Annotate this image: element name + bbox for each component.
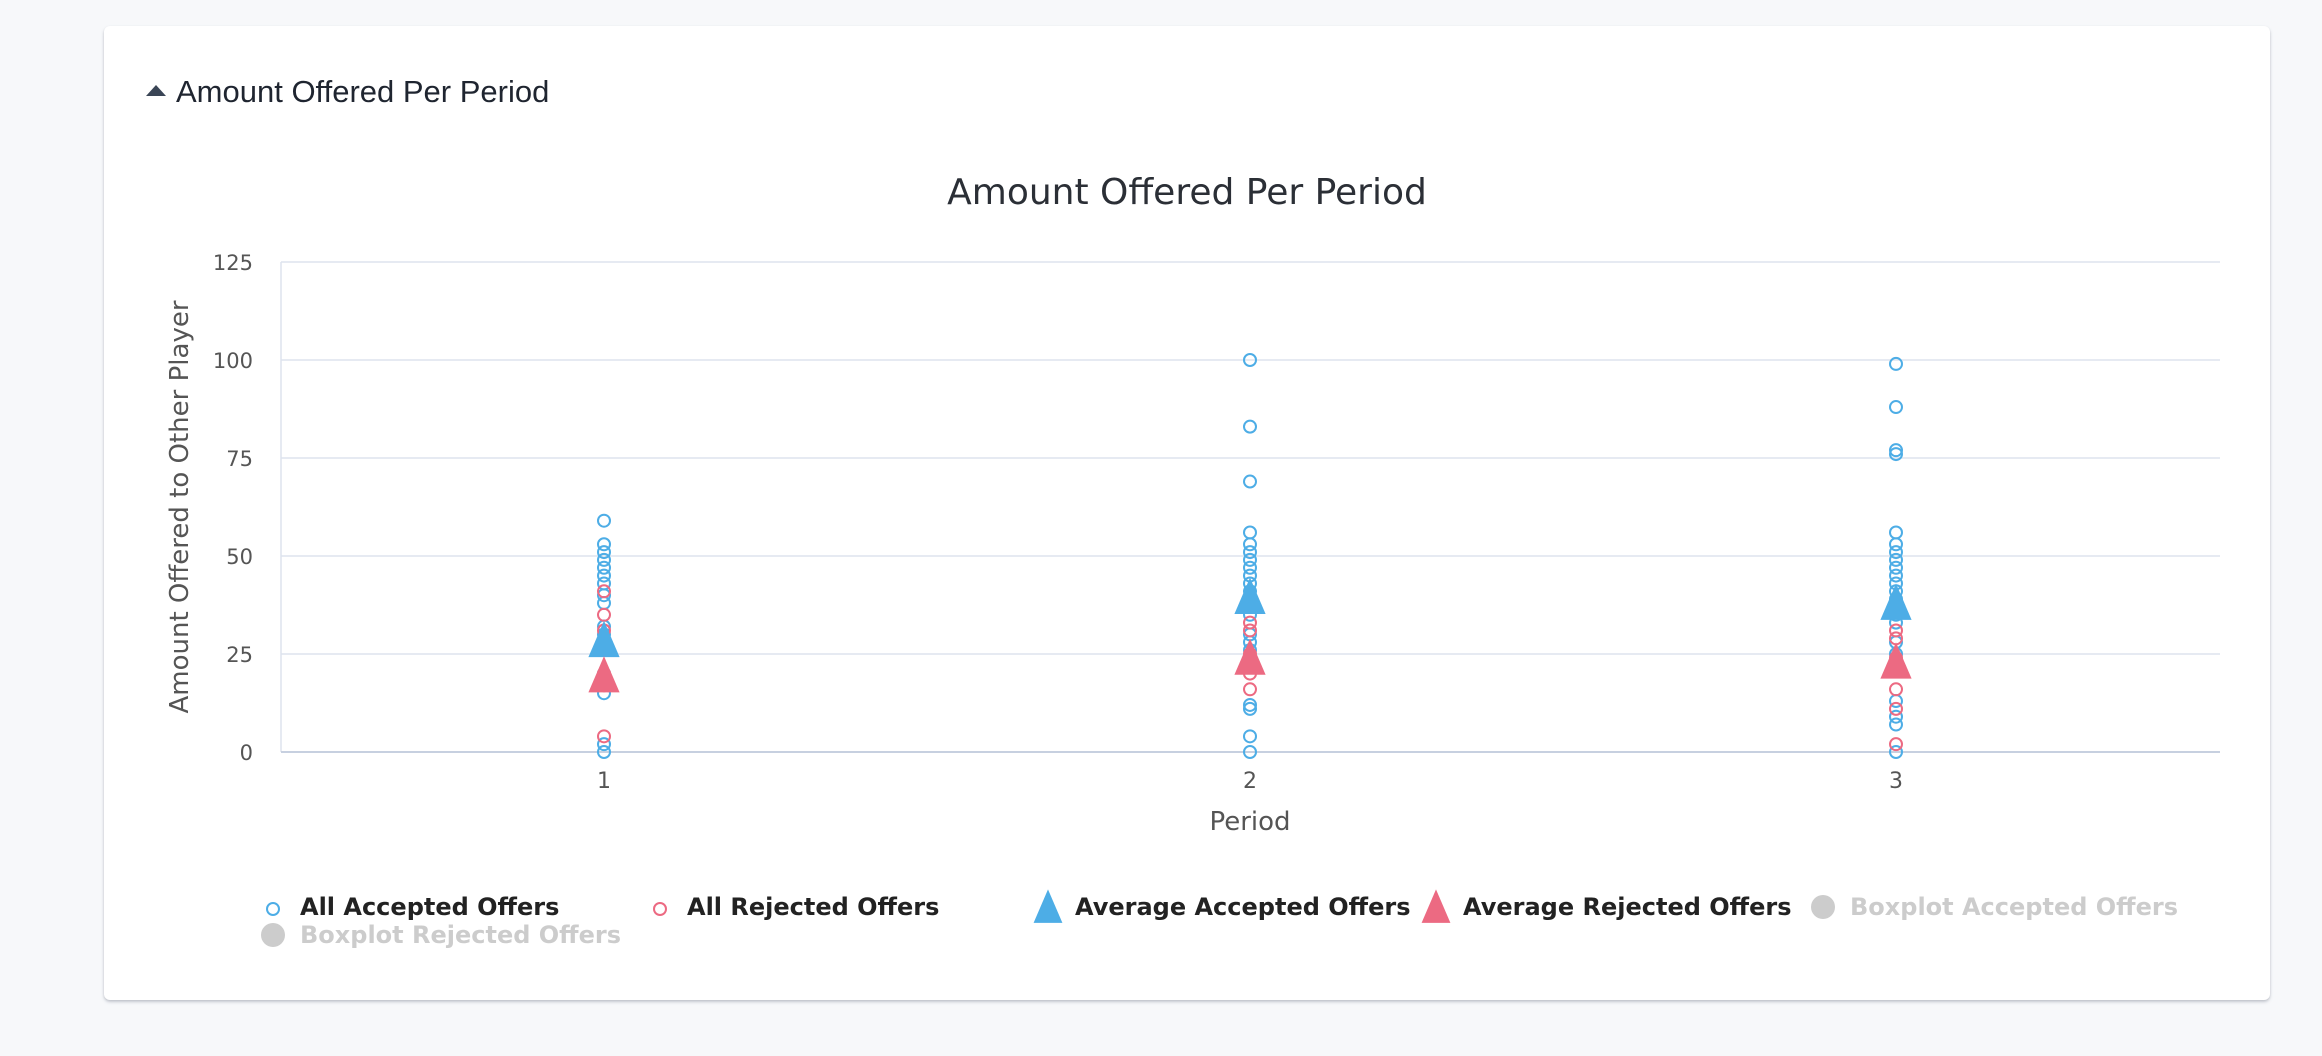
- average-marker: [588, 656, 620, 693]
- legend-item[interactable]: Boxplot Rejected Offers: [261, 921, 621, 949]
- data-point: [1889, 717, 1903, 732]
- data-point: [1889, 701, 1903, 716]
- legend-symbol: [653, 902, 667, 916]
- legend-item[interactable]: All Accepted Offers: [266, 893, 559, 921]
- data-point: [1243, 552, 1257, 567]
- legend-symbol: [1033, 889, 1063, 923]
- data-point: [597, 588, 611, 603]
- data-point: [1889, 737, 1903, 752]
- y-tick-label: 50: [226, 545, 253, 569]
- data-point: [1889, 552, 1903, 567]
- chart-svg: Amount Offered Per Period 0255075100125 …: [165, 172, 2220, 949]
- data-point: [597, 607, 611, 622]
- y-tick-label: 125: [213, 251, 253, 275]
- data-point: [1889, 568, 1903, 583]
- legend-label: Average Accepted Offers: [1075, 893, 1411, 921]
- data-point: [597, 584, 611, 599]
- y-tick-label: 0: [240, 741, 253, 765]
- x-tick-label: 2: [1243, 769, 1257, 794]
- data-point: [1889, 682, 1903, 697]
- y-tick-label: 100: [213, 349, 253, 373]
- legend-item[interactable]: Boxplot Accepted Offers: [1811, 893, 2178, 921]
- x-tick-label: 1: [597, 769, 611, 794]
- data-point: [597, 596, 611, 611]
- legend-label: Boxplot Rejected Offers: [300, 921, 621, 949]
- x-axis-label: Period: [1209, 807, 1290, 837]
- data-point: [1889, 356, 1903, 371]
- legend-symbol: [261, 923, 285, 947]
- panel-title: Amount Offered Per Period: [176, 74, 550, 109]
- legend-symbol: [1421, 889, 1451, 923]
- data-point: [1243, 419, 1257, 434]
- data-point: [1889, 745, 1903, 759]
- panel-collapse-toggle[interactable]: Amount Offered Per Period: [146, 74, 549, 110]
- x-tick-label: 3: [1889, 769, 1903, 794]
- y-tick-label: 25: [226, 643, 253, 667]
- legend-symbol: [266, 902, 280, 916]
- x-axis-ticks: 1 2 3: [597, 769, 1903, 794]
- average-marker: [1234, 577, 1266, 614]
- data-point: [597, 552, 611, 567]
- data-point: [597, 745, 611, 759]
- data-point: [1889, 443, 1903, 458]
- data-point: [597, 513, 611, 528]
- y-axis-ticks: 0 25 50 75 100 125: [213, 251, 253, 765]
- data-point: [1243, 697, 1257, 712]
- plot-area: [588, 353, 1912, 759]
- data-point: [1889, 709, 1903, 724]
- series-group: [588, 577, 1912, 658]
- data-point: [597, 545, 611, 560]
- y-axis-label: Amount Offered to Other Player: [165, 300, 195, 713]
- data-point: [597, 729, 611, 744]
- series-group: [588, 638, 1912, 693]
- data-point: [597, 568, 611, 583]
- legend-item[interactable]: Average Accepted Offers: [1033, 889, 1411, 923]
- data-point: [1889, 537, 1903, 552]
- data-point: [597, 560, 611, 575]
- average-marker: [1234, 638, 1266, 675]
- legend-label: Boxplot Accepted Offers: [1850, 893, 2178, 921]
- data-point: [1243, 745, 1257, 759]
- y-tick-label: 75: [226, 447, 253, 471]
- average-marker: [1880, 583, 1912, 620]
- legend-label: All Accepted Offers: [300, 893, 559, 921]
- data-point: [1243, 682, 1257, 697]
- data-point: [1243, 623, 1257, 638]
- data-point: [1243, 474, 1257, 489]
- average-marker: [1880, 642, 1912, 679]
- legend-item[interactable]: Average Rejected Offers: [1421, 889, 1792, 923]
- data-point: [1889, 400, 1903, 415]
- chart-title: Amount Offered Per Period: [947, 172, 1427, 213]
- legend-symbol: [1811, 895, 1835, 919]
- legend-label: Average Rejected Offers: [1463, 893, 1792, 921]
- data-point: [1889, 560, 1903, 575]
- caret-up-icon: [146, 84, 166, 96]
- data-point: [597, 737, 611, 752]
- data-point: [1243, 615, 1257, 630]
- legend: All Accepted Offers All Rejected Offers Av…: [261, 889, 2178, 949]
- legend-item[interactable]: All Rejected Offers: [653, 893, 939, 921]
- chart-panel: Amount Offered Per Period Amount Offered…: [104, 26, 2270, 1000]
- data-point: [1889, 447, 1903, 462]
- data-point: [1243, 525, 1257, 540]
- average-marker: [588, 620, 620, 658]
- data-point: [597, 537, 611, 552]
- data-point: [1243, 729, 1257, 744]
- data-point: [1889, 525, 1903, 540]
- data-point: [1243, 560, 1257, 575]
- data-point: [1243, 701, 1257, 716]
- data-point: [1889, 545, 1903, 560]
- grid-lines: [280, 261, 2220, 753]
- legend-label: All Rejected Offers: [687, 893, 939, 921]
- data-point: [1243, 545, 1257, 560]
- data-point: [1243, 353, 1257, 367]
- data-point: [1243, 537, 1257, 552]
- data-point: [1889, 623, 1903, 638]
